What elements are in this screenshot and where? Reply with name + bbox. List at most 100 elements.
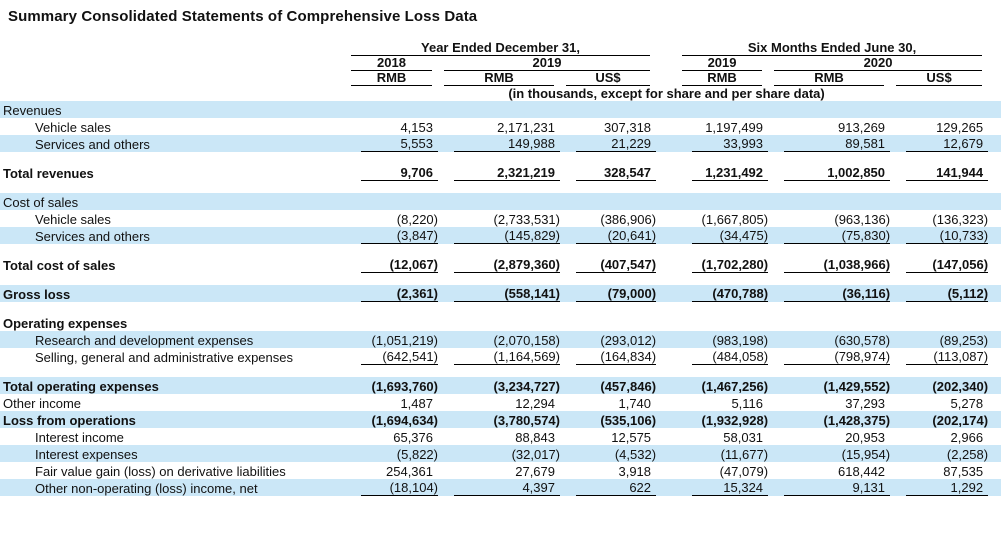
cell-value: 2,171,231 bbox=[497, 120, 555, 135]
header-label-spacer bbox=[0, 41, 345, 56]
row-label: Loss from operations bbox=[3, 413, 136, 428]
right-margin bbox=[988, 164, 1001, 181]
cell-value: (470,788) bbox=[676, 285, 769, 302]
table-row: Research and development expenses (1,051,… bbox=[0, 331, 1001, 348]
currency-col-5: RMB bbox=[768, 71, 890, 86]
cell-value: (10,733) bbox=[890, 227, 989, 244]
cell-value: 3,918 bbox=[618, 464, 652, 479]
cell-value: 58,031 bbox=[723, 430, 764, 445]
table-row: Interest expenses (5,822) (32,017) (4,532) (… bbox=[0, 445, 1001, 462]
cell-value: 149,988 bbox=[438, 135, 560, 152]
table-row: Total revenues 9,706 2,321,219 328,547 1,231… bbox=[0, 164, 1001, 181]
col-group-six-months: Six Months Ended June 30, bbox=[676, 41, 988, 56]
cell-value: (798,974) bbox=[768, 348, 891, 365]
cell-value: (642,541) bbox=[345, 348, 438, 365]
right-margin bbox=[988, 394, 1001, 411]
group-gap bbox=[656, 256, 676, 273]
group-gap bbox=[656, 331, 676, 348]
cell-value: (18,104) bbox=[345, 479, 438, 496]
header-label-spacer bbox=[0, 56, 345, 71]
currency-col-4: RMB bbox=[676, 71, 768, 86]
section-row: Revenues bbox=[0, 101, 1001, 118]
currency-col-6: US$ bbox=[890, 71, 988, 86]
group-gap bbox=[656, 428, 676, 445]
header-units-row: (in thousands, except for share and per … bbox=[0, 86, 1001, 101]
cell-value: (2,258) bbox=[946, 447, 989, 462]
table-row: Other non-operating (loss) income, net (1… bbox=[0, 479, 1001, 496]
right-margin bbox=[988, 41, 1001, 56]
cell-value: 4,153 bbox=[400, 120, 433, 135]
cell-value: (5,822) bbox=[396, 447, 438, 462]
right-margin bbox=[988, 348, 1001, 365]
cell-value: (11,677) bbox=[720, 447, 769, 462]
cell-value: (3,847) bbox=[345, 227, 438, 244]
header-label-spacer bbox=[0, 71, 345, 86]
spacer-cell bbox=[0, 365, 1001, 377]
cell-value: 254,361 bbox=[386, 464, 433, 479]
group-gap bbox=[656, 285, 676, 302]
cell-value: 328,547 bbox=[560, 164, 657, 181]
cell-value: (1,694,634) bbox=[371, 413, 439, 428]
row-label: Fair value gain (loss) on derivative lia… bbox=[35, 464, 286, 479]
cell-value: 141,944 bbox=[890, 164, 989, 181]
spacer-row bbox=[0, 365, 1001, 377]
cell-value: (1,038,966) bbox=[768, 256, 891, 273]
cell-value: 1,740 bbox=[618, 396, 652, 411]
section-fill bbox=[345, 314, 1001, 331]
cell-value: (2,070,158) bbox=[493, 333, 561, 348]
cell-value: (1,693,760) bbox=[371, 379, 439, 394]
table-row: Loss from operations (1,694,634) (3,780,57… bbox=[0, 411, 1001, 428]
year-2018: 2018 bbox=[345, 56, 438, 71]
cell-value: 9,706 bbox=[345, 164, 438, 181]
cell-value: 307,318 bbox=[604, 120, 652, 135]
cell-value: (1,702,280) bbox=[676, 256, 769, 273]
cell-value: 88,843 bbox=[515, 430, 555, 445]
spacer-cell bbox=[0, 273, 1001, 285]
row-label: Vehicle sales bbox=[35, 120, 111, 135]
right-margin bbox=[988, 428, 1001, 445]
cell-value: 9,131 bbox=[768, 479, 891, 496]
cell-value: (630,578) bbox=[834, 333, 891, 348]
cell-value: 65,376 bbox=[393, 430, 433, 445]
group-gap bbox=[656, 210, 676, 227]
cell-value: (20,641) bbox=[560, 227, 657, 244]
cell-value: (113,087) bbox=[890, 348, 989, 365]
right-margin bbox=[988, 210, 1001, 227]
table-row: Services and others (3,847) (145,829) (20,6… bbox=[0, 227, 1001, 244]
financial-table: Year Ended December 31, Six Months Ended… bbox=[0, 41, 1001, 496]
right-margin bbox=[988, 331, 1001, 348]
section-fill bbox=[345, 101, 1001, 118]
right-margin bbox=[988, 377, 1001, 394]
table-row: Fair value gain (loss) on derivative lia… bbox=[0, 462, 1001, 479]
cell-value: (79,000) bbox=[560, 285, 657, 302]
spacer-cell bbox=[0, 302, 1001, 314]
row-label: Revenues bbox=[3, 103, 62, 118]
cell-value: (407,547) bbox=[560, 256, 657, 273]
cell-value: (963,136) bbox=[834, 212, 891, 227]
cell-value: 27,679 bbox=[515, 464, 555, 479]
group-gap bbox=[656, 164, 676, 181]
cell-value: 21,229 bbox=[560, 135, 657, 152]
right-margin bbox=[988, 285, 1001, 302]
row-label: Services and others bbox=[35, 229, 150, 244]
right-margin bbox=[988, 135, 1001, 152]
right-margin bbox=[988, 479, 1001, 496]
cell-value: (202,174) bbox=[932, 413, 989, 428]
cell-value: (293,012) bbox=[600, 333, 657, 348]
table-row: Interest income 65,376 88,843 12,575 58,031 2… bbox=[0, 428, 1001, 445]
header-currency-row: RMB RMB US$ RMB RMB US$ bbox=[0, 71, 1001, 86]
cell-value: (32,017) bbox=[511, 447, 560, 462]
right-margin bbox=[988, 462, 1001, 479]
cell-value: 37,293 bbox=[845, 396, 886, 411]
currency-col-1: RMB bbox=[345, 71, 438, 86]
cell-value: 12,294 bbox=[515, 396, 555, 411]
row-label: Cost of sales bbox=[3, 195, 79, 210]
spacer-cell bbox=[0, 181, 1001, 193]
table-row: Vehicle sales (8,220) (2,733,531) (386,906)… bbox=[0, 210, 1001, 227]
cell-value: 1,231,492 bbox=[676, 164, 769, 181]
group-gap bbox=[656, 411, 676, 428]
cell-value: (8,220) bbox=[396, 212, 438, 227]
group-gap bbox=[656, 479, 676, 496]
cell-value: 1,487 bbox=[400, 396, 433, 411]
right-margin bbox=[988, 86, 1001, 101]
